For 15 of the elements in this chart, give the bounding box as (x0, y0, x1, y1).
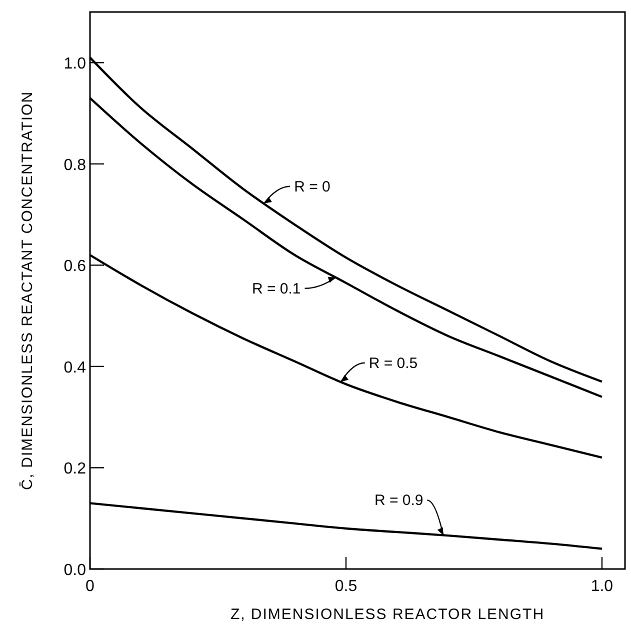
x-tick-label: 1.0 (590, 578, 614, 595)
legend-label: R = 0.5 (368, 354, 418, 372)
y-axis-title: C̄, DIMENSIONLESS REACTANT CONCENTRATION (19, 90, 36, 490)
y-tick-label: 0.6 (64, 258, 86, 276)
y-tick-label: 0.4 (64, 359, 86, 376)
series-label: R = 0.9 (374, 492, 424, 510)
legend-label: R = 0 (294, 178, 330, 196)
series-label: R = 0.1 (252, 280, 301, 298)
y-tick-label: 1.0 (64, 56, 86, 73)
x-axis-title: Z, DIMENSIONLESS REACTOR LENGTH (230, 606, 545, 623)
x-tick-label: 0.5 (334, 578, 358, 595)
x-tick-label: 0 (86, 578, 95, 595)
y-tick-label: 0.8 (64, 156, 86, 174)
y-tick-label: 0.0 (64, 562, 86, 579)
y-tick-label: 0.2 (64, 460, 86, 478)
